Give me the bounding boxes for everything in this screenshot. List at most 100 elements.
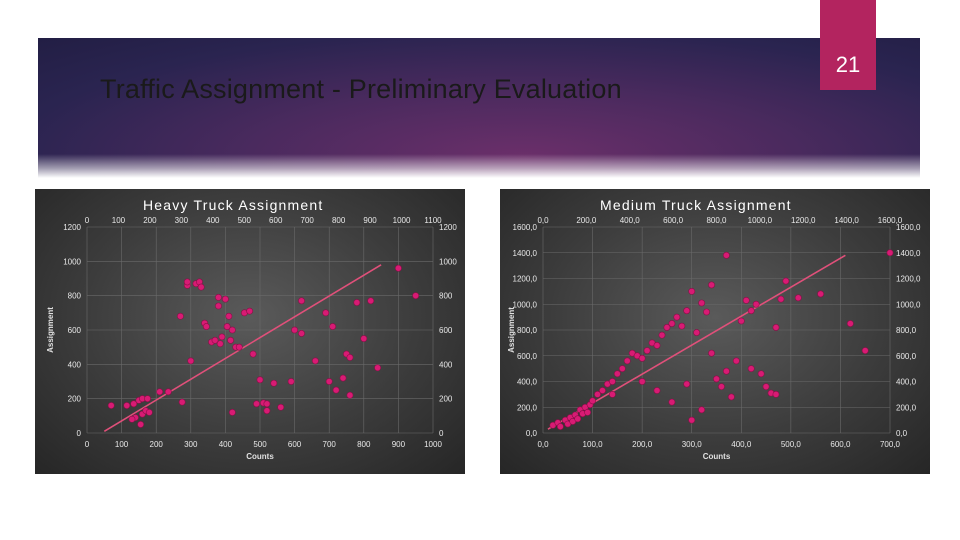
y-tick-label: 1000,0 xyxy=(513,300,538,309)
top-tick-label: 0 xyxy=(85,216,90,225)
y-tick-label-right: 200 xyxy=(439,395,453,404)
top-tick-label: 1100 xyxy=(424,216,442,225)
data-point xyxy=(144,395,151,403)
data-point xyxy=(742,296,750,304)
y-tick-label: 1200,0 xyxy=(513,275,538,284)
data-point xyxy=(130,400,138,408)
top-tick-label: 400 xyxy=(206,216,220,225)
x-axis-label: Counts xyxy=(246,452,274,461)
data-point xyxy=(287,378,295,385)
data-point xyxy=(394,264,402,272)
data-point xyxy=(253,400,260,408)
data-point xyxy=(683,380,691,388)
top-tick-label: 1000,0 xyxy=(748,216,773,225)
x-tick-label: 700 xyxy=(323,440,337,449)
data-point xyxy=(235,343,243,351)
y-tick-label-right: 0,0 xyxy=(896,429,908,438)
top-tick-label: 100 xyxy=(112,216,126,225)
data-point xyxy=(197,283,205,291)
data-point xyxy=(218,333,226,341)
data-point xyxy=(846,320,854,327)
x-tick-label: 1000 xyxy=(424,440,442,449)
x-tick-label: 100 xyxy=(115,440,129,449)
data-point xyxy=(589,397,596,405)
x-tick-label: 500,0 xyxy=(781,440,802,449)
y-tick-label: 200 xyxy=(68,395,82,404)
y-tick-label: 800,0 xyxy=(517,326,538,335)
data-point xyxy=(638,378,646,385)
data-point xyxy=(178,398,186,406)
data-point xyxy=(703,308,710,316)
data-point xyxy=(183,278,191,286)
data-point xyxy=(298,297,305,305)
data-point xyxy=(623,357,631,365)
top-tick-label: 1200,0 xyxy=(791,216,816,225)
heavy-truck-plot: 0 100 200 300 400 500 600 700 800 900 1000 0 100 200 3… xyxy=(46,216,457,461)
x-tick-label: 900 xyxy=(392,440,406,449)
data-point xyxy=(584,408,592,416)
data-point xyxy=(156,388,164,396)
medium-truck-plot: 0,0 100,0 200,0 300,0 400,0 500,0 600,0 700,0 0,… xyxy=(507,216,921,461)
y-tick-label-right: 1200,0 xyxy=(896,275,921,284)
data-point xyxy=(777,295,785,303)
medium-truck-chart: Medium Truck Assignment 0,0 100,0 200,0 300… xyxy=(500,189,930,474)
top-tick-label: 600 xyxy=(269,216,283,225)
data-point xyxy=(556,423,564,430)
data-point xyxy=(223,323,231,330)
data-point xyxy=(367,297,375,305)
top-tick-label: 0,0 xyxy=(537,216,549,225)
chart-title: Medium Truck Assignment xyxy=(600,197,792,213)
data-point xyxy=(762,383,770,391)
data-point xyxy=(277,403,285,411)
data-point xyxy=(683,307,691,315)
slide-number: 21 xyxy=(835,52,861,77)
data-point xyxy=(145,408,153,416)
y-tick-label-right: 1600,0 xyxy=(896,223,921,232)
y-tick-label: 0,0 xyxy=(526,429,538,438)
y-tick-label: 200,0 xyxy=(517,403,538,412)
data-point xyxy=(249,350,257,358)
data-point xyxy=(723,251,730,259)
top-tick-label: 1400,0 xyxy=(834,216,859,225)
data-point xyxy=(752,300,760,308)
data-point xyxy=(107,402,115,409)
y-tick-label: 0 xyxy=(77,429,82,438)
top-tick-label: 600,0 xyxy=(663,216,684,225)
y-tick-label-right: 0 xyxy=(439,429,444,438)
y-tick-label-right: 1000 xyxy=(439,257,457,266)
x-tick-label: 300 xyxy=(184,440,198,449)
data-point xyxy=(772,324,780,331)
y-tick-label-right: 400,0 xyxy=(896,378,917,387)
data-point xyxy=(211,336,219,344)
y-tick-label: 1200 xyxy=(63,223,81,232)
data-point xyxy=(782,277,790,285)
data-point xyxy=(708,281,715,289)
data-point xyxy=(663,324,671,331)
data-point xyxy=(599,387,606,394)
slide-title: Traffic Assignment - Preliminary Evaluat… xyxy=(100,74,622,104)
top-tick-label: 800,0 xyxy=(706,216,727,225)
y-tick-label: 1400,0 xyxy=(513,249,538,258)
data-point xyxy=(574,415,582,423)
chart-title: Heavy Truck Assignment xyxy=(143,197,324,213)
data-point xyxy=(311,357,319,365)
data-point xyxy=(688,416,696,424)
x-tick-label: 100,0 xyxy=(583,440,604,449)
data-point xyxy=(653,342,661,349)
top-tick-label: 900 xyxy=(363,216,377,225)
y-tick-label: 600 xyxy=(68,326,82,335)
data-point xyxy=(673,313,681,321)
top-tick-label: 300 xyxy=(175,216,189,225)
data-point xyxy=(353,299,361,306)
data-point xyxy=(187,357,195,365)
y-axis-label: Assignment xyxy=(46,307,55,353)
data-point xyxy=(886,249,894,257)
top-tick-label: 1600,0 xyxy=(878,216,903,225)
data-point xyxy=(339,374,347,382)
data-point xyxy=(609,390,616,398)
data-point xyxy=(757,370,765,378)
top-tick-label: 700 xyxy=(301,216,315,225)
y-tick-label-right: 600 xyxy=(439,326,453,335)
slide-number-badge: 21 xyxy=(820,0,876,90)
top-tick-label: 400,0 xyxy=(620,216,641,225)
